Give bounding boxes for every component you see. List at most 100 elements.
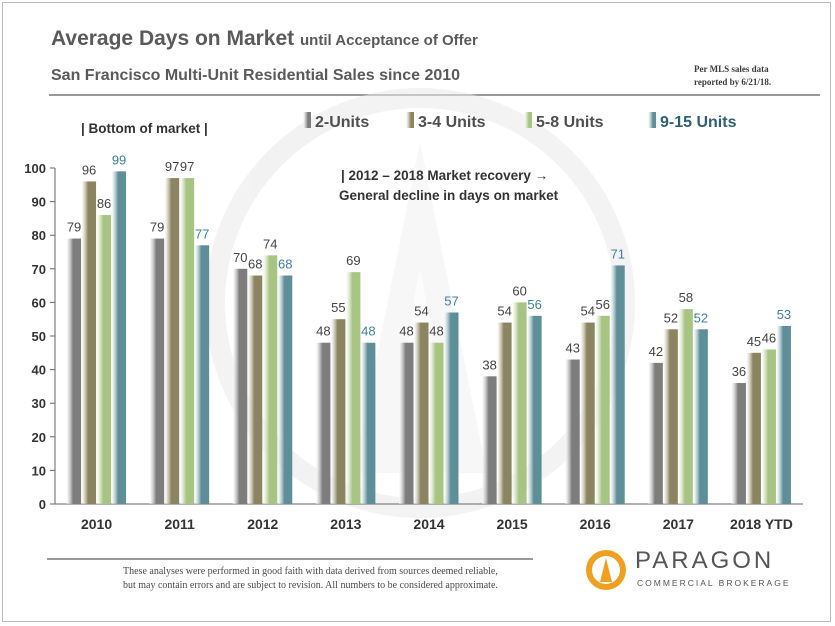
bar-value-label: 96 bbox=[82, 162, 96, 177]
bar-chart: 0 10 20 30 40 50 60 70 80 90 100 79 96 86 99 79 97 97 77 7… bbox=[24, 88, 803, 532]
bar-value-label: 69 bbox=[346, 253, 360, 268]
paragon-logo-icon bbox=[586, 550, 626, 590]
y-tick-label: 60 bbox=[32, 295, 46, 310]
bar bbox=[164, 178, 180, 504]
bar bbox=[330, 319, 346, 504]
y-tick-label: 30 bbox=[32, 396, 46, 411]
bar bbox=[194, 245, 210, 504]
bar bbox=[111, 171, 127, 505]
y-tick-label: 80 bbox=[32, 228, 46, 243]
bar bbox=[399, 342, 414, 504]
legend-label: 3-4 Units bbox=[418, 114, 486, 131]
bar-value-label: 53 bbox=[777, 307, 791, 322]
bar-value-label: 57 bbox=[444, 293, 458, 308]
bar-value-label: 86 bbox=[97, 196, 111, 211]
bar-value-label: 52 bbox=[694, 310, 708, 325]
bar-value-label: 77 bbox=[195, 226, 209, 241]
bar-value-label: 48 bbox=[399, 324, 413, 339]
disclaimer: These analyses were performed in good fa… bbox=[123, 565, 498, 593]
bar bbox=[66, 238, 82, 504]
x-tick-label: 2012 bbox=[247, 516, 278, 532]
bar bbox=[149, 238, 165, 504]
bar bbox=[610, 265, 625, 504]
bar-value-label: 48 bbox=[361, 324, 375, 339]
bar bbox=[81, 181, 97, 504]
legend-swatch bbox=[303, 112, 311, 128]
bar-value-label: 48 bbox=[429, 324, 443, 339]
bar-value-label: 36 bbox=[732, 364, 746, 379]
bar bbox=[512, 302, 527, 504]
bar bbox=[429, 342, 444, 504]
disclaimer-line-2: but may contain errors and are subject t… bbox=[123, 580, 498, 591]
bar bbox=[414, 322, 429, 504]
annotation: General decline in days on market bbox=[339, 188, 559, 203]
x-tick-label: 2018 YTD bbox=[730, 516, 793, 532]
bar bbox=[247, 275, 263, 504]
x-tick-label: 2015 bbox=[497, 516, 528, 532]
source-note: Per MLS sales data reported by 6/21/18. bbox=[694, 63, 771, 89]
x-tick-label: 2010 bbox=[81, 516, 112, 532]
bar bbox=[527, 315, 542, 504]
bar bbox=[761, 349, 776, 504]
bar-value-label: 68 bbox=[248, 257, 262, 272]
annotation: | Bottom of market | bbox=[81, 121, 208, 136]
bar-value-label: 70 bbox=[233, 250, 247, 265]
x-tick-label: 2017 bbox=[663, 516, 694, 532]
chart-subtitle: San Francisco Multi-Unit Residential Sal… bbox=[51, 67, 461, 84]
disclaimer-line-1: These analyses were performed in good fa… bbox=[123, 566, 498, 577]
legend-swatch bbox=[524, 112, 532, 128]
bar bbox=[693, 329, 708, 504]
bar-value-label: 79 bbox=[67, 220, 81, 235]
legend: 2-Units 3-4 Units 5-8 Units 9-15 Units bbox=[303, 112, 737, 131]
legend-swatch bbox=[406, 112, 414, 128]
bar bbox=[232, 268, 248, 504]
y-tick-label: 90 bbox=[32, 195, 46, 210]
y-tick-label: 70 bbox=[32, 262, 46, 277]
brand-name: PARAGON bbox=[635, 547, 775, 574]
bar-value-label: 48 bbox=[316, 324, 330, 339]
y-tick-label: 100 bbox=[24, 161, 46, 176]
bar bbox=[277, 275, 293, 504]
bar-value-label: 55 bbox=[331, 300, 345, 315]
bar-value-label: 46 bbox=[762, 330, 776, 345]
bar-value-label: 71 bbox=[610, 246, 624, 261]
bar bbox=[565, 359, 580, 504]
bar bbox=[731, 383, 746, 504]
bar-value-label: 52 bbox=[664, 310, 678, 325]
bar bbox=[678, 309, 693, 504]
bar bbox=[648, 362, 663, 504]
bar-value-label: 79 bbox=[150, 220, 164, 235]
bottom-divider bbox=[47, 558, 533, 560]
bar bbox=[746, 352, 761, 504]
bar bbox=[96, 215, 112, 505]
title-suffix: until Acceptance of Offer bbox=[300, 32, 478, 49]
bar bbox=[595, 315, 610, 504]
bar-value-label: 42 bbox=[649, 344, 663, 359]
bar-value-label: 45 bbox=[747, 334, 761, 349]
bar bbox=[497, 322, 512, 504]
bar bbox=[345, 272, 361, 504]
bar bbox=[179, 178, 195, 504]
bar bbox=[262, 255, 278, 504]
y-tick-label: 50 bbox=[32, 329, 46, 344]
brand-tagline: COMMERCIAL BROKERAGE bbox=[637, 578, 791, 588]
bar bbox=[444, 312, 459, 504]
x-tick-label: 2016 bbox=[580, 516, 611, 532]
source-note-line-2: reported by 6/21/18. bbox=[694, 77, 772, 87]
bar-value-label: 38 bbox=[482, 357, 496, 372]
y-tick-label: 10 bbox=[32, 463, 46, 478]
bar-value-label: 97 bbox=[180, 159, 194, 174]
legend-label: 2-Units bbox=[315, 114, 369, 131]
bar bbox=[360, 342, 376, 504]
bar-value-label: 54 bbox=[414, 304, 428, 319]
bar-value-label: 60 bbox=[512, 283, 526, 298]
bar-value-label: 97 bbox=[165, 159, 179, 174]
x-tick-label: 2011 bbox=[164, 516, 195, 532]
y-tick-label: 0 bbox=[39, 497, 46, 512]
bar-value-label: 54 bbox=[580, 304, 594, 319]
title-text: Average Days on Market bbox=[51, 27, 295, 50]
bar-value-label: 99 bbox=[112, 152, 126, 167]
bar-value-label: 43 bbox=[565, 341, 579, 356]
y-tick-label: 20 bbox=[32, 430, 46, 445]
legend-swatch bbox=[648, 112, 656, 128]
